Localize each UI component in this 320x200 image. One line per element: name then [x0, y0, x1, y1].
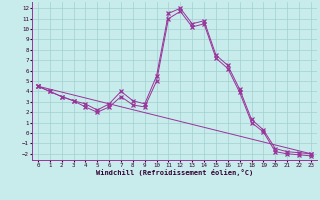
X-axis label: Windchill (Refroidissement éolien,°C): Windchill (Refroidissement éolien,°C)	[96, 169, 253, 176]
